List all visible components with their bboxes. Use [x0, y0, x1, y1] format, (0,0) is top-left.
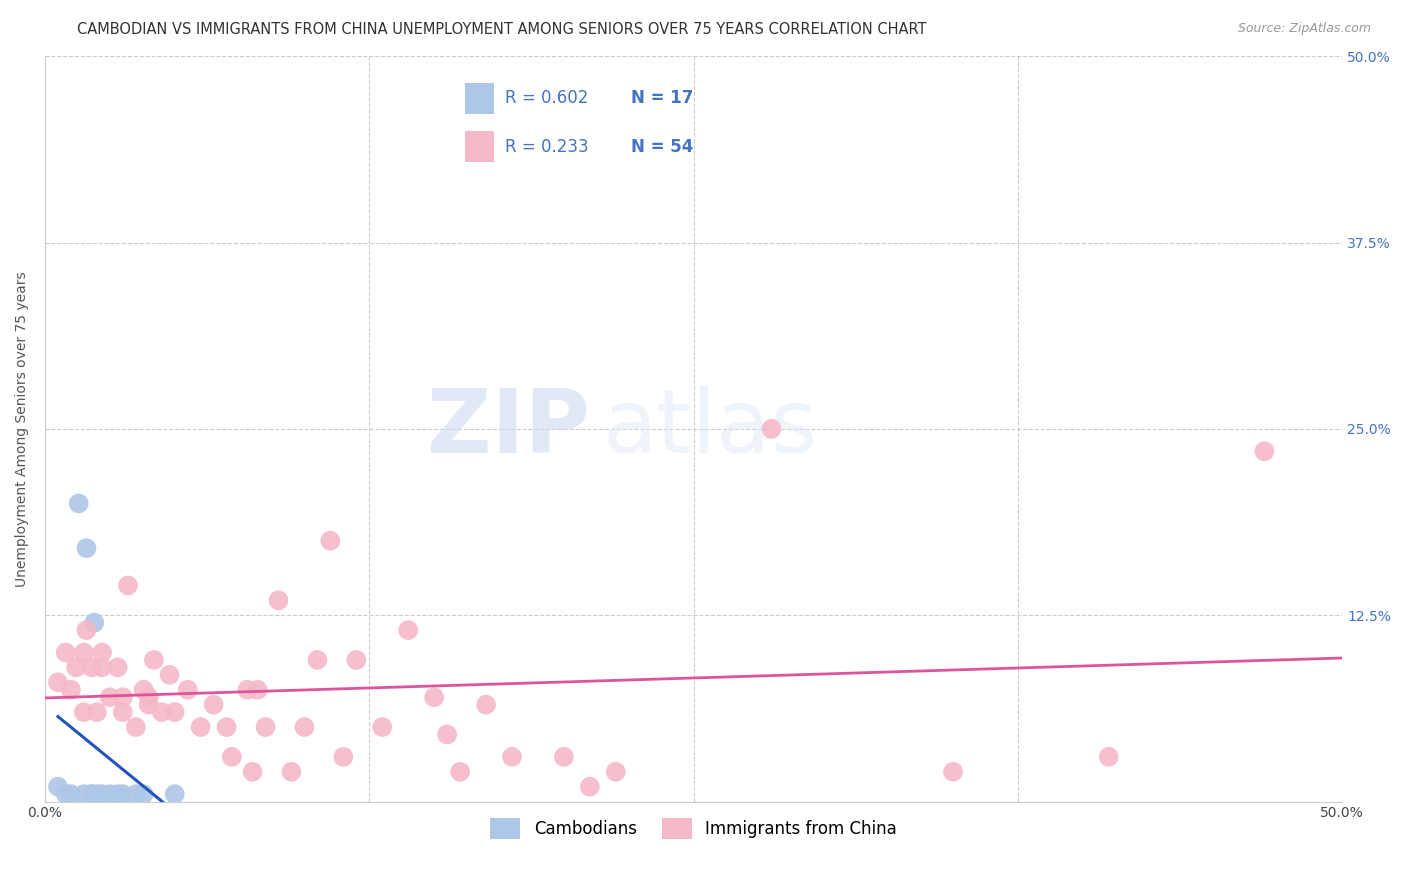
Point [159, 668, 181, 682]
Point [111, 787, 134, 801]
Point [579, 780, 602, 794]
Point [59, 682, 82, 697]
Point [111, 690, 134, 705]
Point [332, 749, 354, 764]
Point [91, 645, 114, 659]
Point [67, 496, 90, 510]
Point [80, 787, 103, 801]
Point [202, 698, 225, 712]
Point [91, 660, 114, 674]
Point [307, 653, 329, 667]
Point [236, 682, 259, 697]
Point [73, 645, 96, 659]
Text: atlas: atlas [603, 385, 818, 473]
Point [176, 682, 198, 697]
Point [80, 660, 103, 674]
Point [1253, 444, 1275, 458]
Point [267, 593, 290, 607]
Point [86, 787, 108, 801]
Point [76, 541, 98, 556]
Point [761, 422, 783, 436]
Point [80, 787, 103, 801]
Point [246, 682, 269, 697]
Point [98, 690, 121, 705]
Point [73, 787, 96, 801]
Point [142, 653, 165, 667]
Point [553, 749, 575, 764]
Point [475, 698, 498, 712]
Point [132, 682, 155, 697]
Point [449, 764, 471, 779]
Point [294, 720, 316, 734]
Point [138, 698, 160, 712]
Point [396, 623, 419, 637]
Point [254, 720, 277, 734]
Text: ZIP: ZIP [427, 385, 591, 473]
Point [371, 720, 394, 734]
Y-axis label: Unemployment Among Seniors over 75 years: Unemployment Among Seniors over 75 years [15, 271, 30, 587]
Point [107, 660, 129, 674]
Point [55, 787, 77, 801]
Point [125, 787, 148, 801]
Point [190, 720, 212, 734]
Point [215, 720, 238, 734]
Point [125, 720, 148, 734]
Point [501, 749, 523, 764]
Point [55, 645, 77, 659]
Text: Source: ZipAtlas.com: Source: ZipAtlas.com [1237, 22, 1371, 36]
Point [91, 787, 114, 801]
Point [107, 787, 129, 801]
Point [59, 787, 82, 801]
Point [117, 578, 139, 592]
Point [280, 764, 302, 779]
Point [86, 705, 108, 719]
Point [423, 690, 446, 705]
Point [942, 764, 965, 779]
Point [138, 690, 160, 705]
Point [344, 653, 367, 667]
Point [163, 787, 186, 801]
Point [65, 660, 87, 674]
Point [221, 749, 243, 764]
Point [46, 675, 69, 690]
Point [111, 705, 134, 719]
Point [83, 615, 105, 630]
Legend: Cambodians, Immigrants from China: Cambodians, Immigrants from China [484, 812, 904, 846]
Point [163, 705, 186, 719]
Point [150, 705, 173, 719]
Point [1098, 749, 1121, 764]
Point [76, 623, 98, 637]
Point [605, 764, 627, 779]
Point [46, 780, 69, 794]
Point [132, 787, 155, 801]
Point [319, 533, 342, 548]
Text: CAMBODIAN VS IMMIGRANTS FROM CHINA UNEMPLOYMENT AMONG SENIORS OVER 75 YEARS CORR: CAMBODIAN VS IMMIGRANTS FROM CHINA UNEMP… [77, 22, 927, 37]
Point [242, 764, 264, 779]
Point [73, 705, 96, 719]
Point [98, 787, 121, 801]
Point [436, 727, 458, 741]
